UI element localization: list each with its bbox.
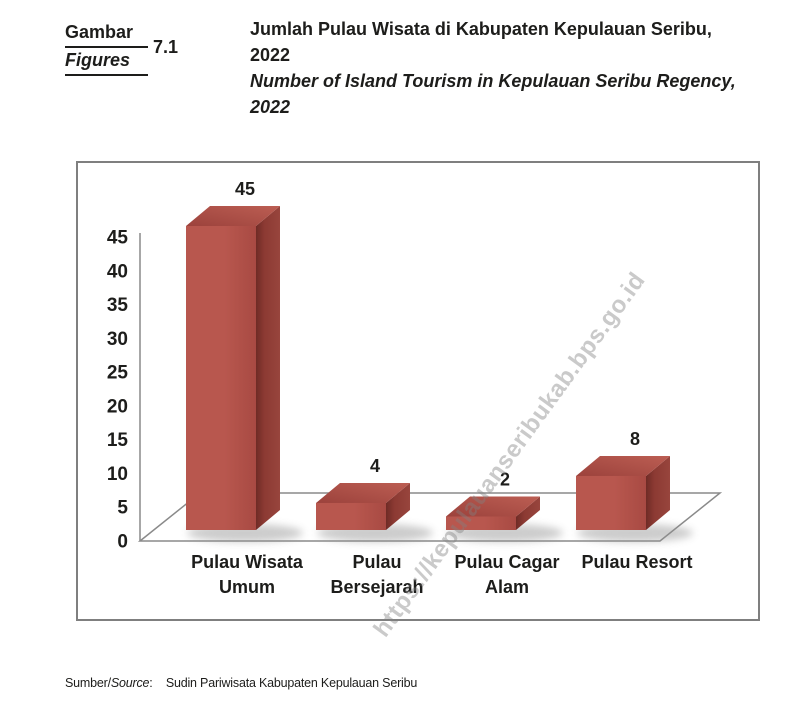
bar-front-face xyxy=(316,502,386,530)
bar-front-face xyxy=(186,226,256,530)
figure-label-block: Gambar Figures xyxy=(65,22,148,76)
source-footer: Sumber/Source: Sudin Pariwisata Kabupate… xyxy=(65,676,417,690)
bar-side-face xyxy=(516,496,540,530)
bar-top-face xyxy=(316,482,410,503)
source-value: Sudin Pariwisata Kabupaten Kepulauan Ser… xyxy=(165,676,418,690)
bar-side-face xyxy=(256,206,280,530)
source-label: Sumber/Source: xyxy=(65,676,153,690)
bar-value-label: 45 xyxy=(235,179,255,199)
bar-top-face xyxy=(576,455,670,476)
bar-top-face xyxy=(446,496,540,517)
y-tick-label: 20 xyxy=(107,396,128,417)
figure-number: 7.1 xyxy=(153,37,179,57)
y-tick-label: 10 xyxy=(107,464,128,485)
bar-side-face xyxy=(646,455,670,530)
y-tick-label: 25 xyxy=(107,363,129,384)
y-tick-label: 35 xyxy=(107,295,129,316)
figure-label-english: Figures xyxy=(65,48,148,76)
source-label-separator: : xyxy=(149,676,153,690)
figure-label-indonesian: Gambar xyxy=(65,22,148,48)
bar-front-face xyxy=(576,475,646,530)
y-tick-label: 15 xyxy=(107,430,129,451)
bar-side-face xyxy=(386,482,410,530)
y-tick-label: 45 xyxy=(107,228,129,249)
bar-value-label: 8 xyxy=(630,429,640,449)
bar-top-face xyxy=(186,206,280,226)
figure-title-indonesian: Jumlah Pulau Wisata di Kabupaten Kepulau… xyxy=(250,19,712,65)
category-label: Pulau Cagar Alam xyxy=(454,552,559,597)
bar-front-face xyxy=(446,516,516,530)
y-tick-label: 30 xyxy=(107,329,128,350)
source-label-english: Source xyxy=(110,676,150,690)
bar-value-label: 4 xyxy=(370,456,380,476)
y-tick-label: 0 xyxy=(117,532,128,553)
chart-panel: 0 5 10 15 20 25 30 35 40 45 45 Pulau Wisata Umum 4 Pul… xyxy=(76,161,760,621)
category-label: Pulau Wisata Umum xyxy=(191,552,304,597)
y-tick-label: 5 xyxy=(117,498,128,519)
source-label-indonesian: Sumber/ xyxy=(65,676,111,690)
island-tourism-3d-bar-chart: 0 5 10 15 20 25 30 35 40 45 45 Pulau Wisata Umum 4 Pul… xyxy=(107,179,723,597)
category-label: Pulau Resort xyxy=(581,552,692,572)
category-label: Pulau Bersejarah xyxy=(330,552,423,597)
y-tick-label: 40 xyxy=(107,261,128,282)
bar-value-label: 2 xyxy=(500,469,510,489)
figure-title-block: Jumlah Pulau Wisata di Kabupaten Kepulau… xyxy=(250,16,755,120)
figure-title-english: Number of Island Tourism in Kepulauan Se… xyxy=(250,71,736,117)
